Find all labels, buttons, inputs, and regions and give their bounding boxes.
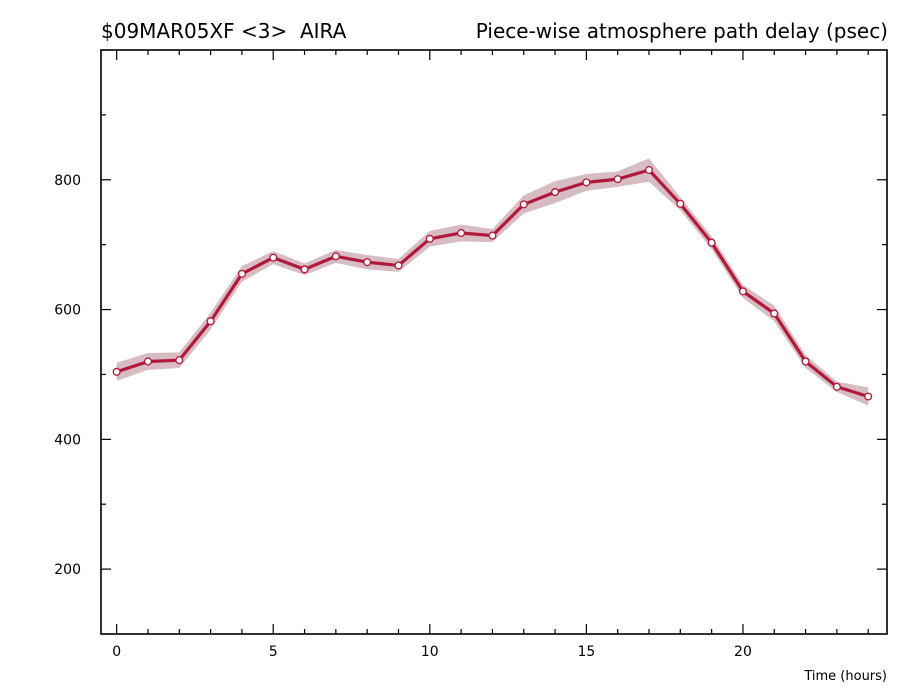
x-tick-label: 5 xyxy=(269,644,278,660)
chart-title: Piece-wise atmosphere path delay (psec) xyxy=(476,19,888,43)
data-point xyxy=(331,252,340,261)
data-point xyxy=(676,199,685,208)
x-tick-label: 20 xyxy=(734,644,752,660)
data-point xyxy=(269,253,278,262)
y-tick-label: 200 xyxy=(54,562,81,578)
data-point xyxy=(143,357,153,366)
y-tick-label: 400 xyxy=(54,432,81,448)
x-tick-label: 0 xyxy=(112,644,121,660)
data-point xyxy=(425,234,434,243)
axis-ticks xyxy=(101,50,887,634)
x-tick-label: 15 xyxy=(577,644,595,660)
x-tick-label: 10 xyxy=(421,644,439,660)
data-point xyxy=(864,392,873,401)
series-line-group xyxy=(116,168,869,399)
data-point xyxy=(738,287,748,296)
data-point xyxy=(112,367,121,376)
data-point xyxy=(832,382,841,391)
data-point xyxy=(457,228,466,238)
data-points xyxy=(112,165,873,401)
x-axis-label: Time (hours) xyxy=(803,669,887,684)
data-point xyxy=(206,317,215,326)
data-point xyxy=(551,188,560,197)
data-point xyxy=(175,356,184,365)
data-point xyxy=(644,165,654,175)
data-point xyxy=(488,231,497,240)
y-tick-label: 800 xyxy=(54,173,81,189)
data-point xyxy=(801,357,810,366)
uncertainty-band xyxy=(116,158,869,406)
data-point xyxy=(770,309,779,318)
y-tick-label: 600 xyxy=(54,303,81,319)
data-point xyxy=(300,265,309,274)
chart-id-title: $09MAR05XF <3> AIRA xyxy=(101,19,347,43)
data-point xyxy=(394,261,403,270)
data-point xyxy=(363,258,372,267)
data-point xyxy=(582,178,591,187)
data-point xyxy=(613,175,622,184)
series-line xyxy=(116,168,869,399)
plot-frame xyxy=(100,49,888,635)
data-point xyxy=(707,238,716,247)
tick-labels: 0 5 10 15 20 200 400 600 800 xyxy=(54,173,752,660)
error-band xyxy=(116,158,869,406)
data-point xyxy=(519,200,528,209)
data-point xyxy=(237,269,246,278)
